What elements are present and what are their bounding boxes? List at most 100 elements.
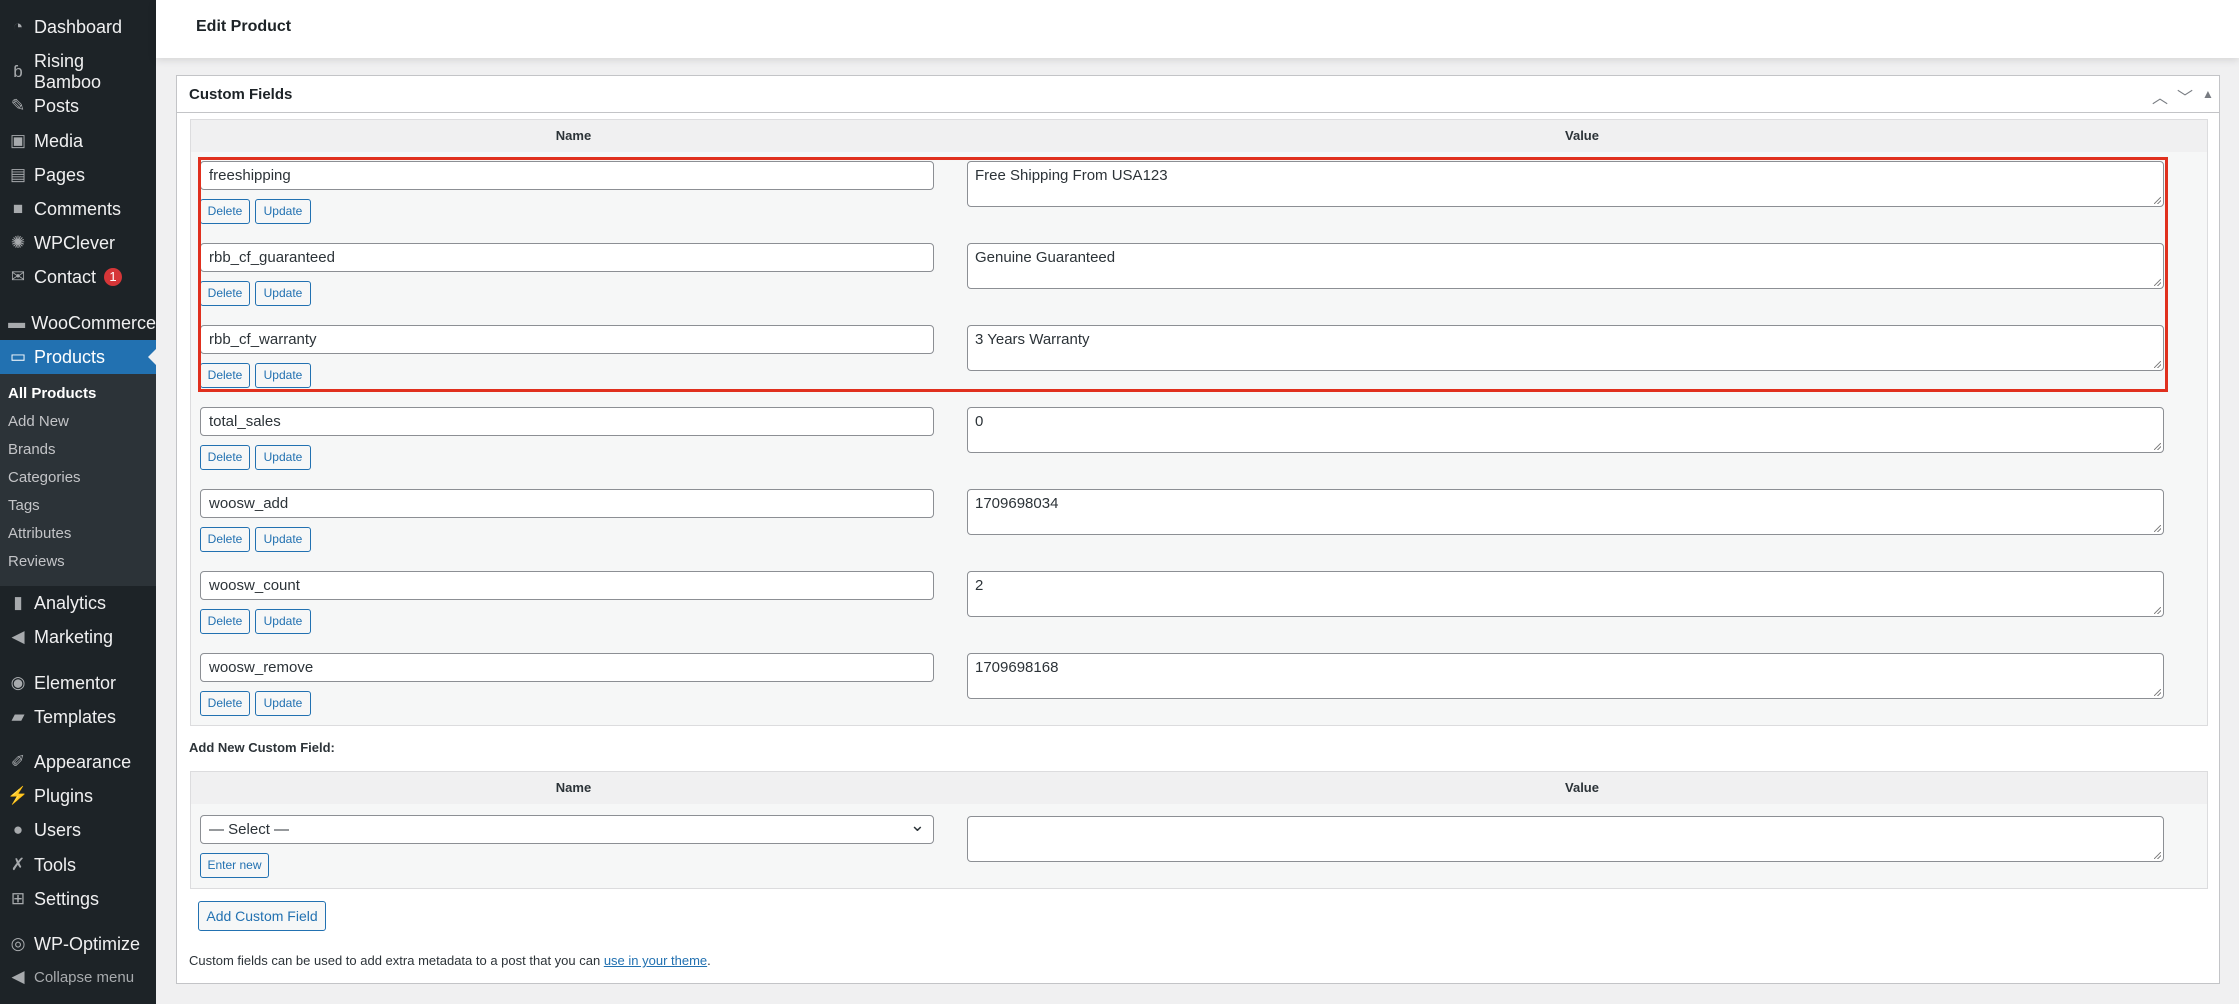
brush-icon: ✐ — [10, 752, 26, 771]
sidebar-item-wp-optimize[interactable]: ◎ WP-Optimize — [0, 927, 156, 961]
sidebar-item-label: WP-Optimize — [34, 933, 141, 954]
sidebar-item-elementor[interactable]: ◉ Elementor — [0, 666, 156, 700]
name-column-header: Name — [555, 128, 592, 143]
meta-key-input[interactable]: rbb_cf_warranty — [200, 325, 934, 354]
note-end: . — [707, 953, 711, 968]
meta-value-textarea[interactable]: 1709698034 — [967, 489, 2164, 535]
notification-badge: 1 — [104, 268, 123, 286]
wpclever-icon: ✺ — [10, 233, 26, 252]
value-column-header: Value — [1565, 780, 1599, 795]
submenu-item-brands[interactable]: Brands — [8, 441, 56, 458]
meta-key-input[interactable]: rbb_cf_guaranteed — [200, 243, 934, 272]
sidebar-item-label: Comments — [34, 198, 122, 219]
sidebar-item-tools[interactable]: ✗ Tools — [0, 848, 156, 882]
folder-icon: ▰ — [11, 707, 25, 726]
woo-icon: ▬ — [8, 313, 26, 332]
new-value-textarea[interactable] — [967, 816, 2164, 862]
custom-fields-table: Name Value freeshipping Delete Update Free … — [190, 119, 2208, 726]
enter-new-button[interactable]: Enter new — [200, 853, 269, 878]
sidebar-item-label: Users — [34, 819, 82, 840]
update-button[interactable]: Update — [255, 609, 311, 634]
mail-icon: ✉ — [10, 267, 26, 286]
meta-key-select[interactable]: — Select — — [200, 812, 934, 844]
sidebar-item-label: Pages — [34, 164, 86, 185]
meta-value-textarea[interactable]: 2 — [967, 571, 2164, 617]
meta-key-input[interactable]: total_sales — [200, 407, 934, 436]
sidebar-item-users[interactable]: ● Users — [0, 813, 156, 847]
meta-key-input[interactable]: freeshipping — [200, 161, 934, 190]
update-button[interactable]: Update — [255, 527, 311, 552]
add-custom-field-button[interactable]: Add Custom Field — [198, 901, 326, 931]
submenu-item-reviews[interactable]: Reviews — [8, 553, 65, 570]
sidebar-item-marketing[interactable]: ◀ Marketing — [0, 620, 156, 654]
sidebar-item-plugins[interactable]: ⚡ Plugins — [0, 779, 156, 813]
move-down-icon[interactable]: ﹀ — [2177, 90, 2194, 107]
delete-button[interactable]: Delete — [200, 445, 250, 470]
sidebar-item-collapse-menu[interactable]: ◀ Collapse menu — [0, 960, 156, 994]
box-header: Custom Fields ︿ ﹀ ▲ — [177, 76, 2219, 113]
submenu-item-all-products[interactable]: All Products — [8, 385, 97, 402]
bar-chart-icon: ▮ — [13, 593, 23, 612]
sidebar-item-templates[interactable]: ▰ Templates — [0, 700, 156, 734]
sidebar-item-label: Tools — [34, 854, 77, 875]
table-header — [191, 772, 2207, 804]
sidebar-item-media[interactable]: ▣ Media — [0, 124, 156, 158]
delete-button[interactable]: Delete — [200, 281, 250, 306]
meta-key-input[interactable]: woosw_count — [200, 571, 934, 600]
sidebar-item-wpclever[interactable]: ✺ WPClever — [0, 226, 156, 260]
megaphone-icon: ◀ — [11, 627, 25, 646]
sidebar-item-rising-bamboo[interactable]: ɓ Rising Bamboo — [0, 51, 156, 92]
sidebar-item-label: WooCommerce — [31, 312, 156, 333]
sidebar-item-posts[interactable]: ✎ Posts — [0, 89, 156, 123]
use-in-theme-link[interactable]: use in your theme — [603, 953, 708, 968]
submenu-item-tags[interactable]: Tags — [8, 497, 40, 514]
elementor-icon: ◉ — [10, 673, 26, 692]
meta-value-textarea[interactable]: Free Shipping From USA123 — [967, 161, 2164, 207]
rising-bamboo-icon: ɓ — [13, 62, 23, 81]
submenu-item-add-new[interactable]: Add New — [8, 413, 69, 430]
move-up-icon[interactable]: ︿ — [2152, 90, 2169, 107]
sidebar-item-label: Collapse menu — [34, 968, 135, 986]
sidebar-item-analytics[interactable]: ▮ Analytics — [0, 586, 156, 620]
sidebar-item-label: Media — [34, 130, 84, 151]
meta-value-textarea[interactable]: 3 Years Warranty — [967, 325, 2164, 371]
archive-icon: ▭ — [9, 347, 27, 366]
update-button[interactable]: Update — [255, 445, 311, 470]
update-button[interactable]: Update — [255, 691, 311, 716]
sidebar-item-appearance[interactable]: ✐ Appearance — [0, 745, 156, 779]
collapse-toggle-icon[interactable]: ▲ — [2202, 87, 2214, 101]
sidebar-item-woocommerce[interactable]: ▬ WooCommerce — [0, 306, 156, 340]
sidebar-item-contact[interactable]: ✉ Contact 1 — [0, 260, 156, 294]
delete-button[interactable]: Delete — [200, 609, 250, 634]
meta-key-input[interactable]: woosw_remove — [200, 653, 934, 682]
sidebar-item-dashboard[interactable]: ◔ Dashboard — [0, 10, 156, 44]
sidebar-item-label: Posts — [34, 95, 80, 116]
wrench-icon: ✗ — [10, 855, 26, 874]
update-button[interactable]: Update — [255, 363, 311, 388]
delete-button[interactable]: Delete — [200, 527, 250, 552]
sidebar-item-products[interactable]: ▭ Products — [0, 340, 156, 374]
sidebar-item-label: Marketing — [34, 626, 114, 647]
update-button[interactable]: Update — [255, 199, 311, 224]
user-icon: ● — [12, 820, 24, 839]
delete-button[interactable]: Delete — [200, 199, 250, 224]
select-value: — Select — — [209, 821, 290, 838]
meta-key-input[interactable]: woosw_add — [200, 489, 934, 518]
custom-fields-box: Custom Fields ︿ ﹀ ▲ Name Value freeshipp… — [176, 75, 2220, 984]
products-submenu: All Products Add New Brands Categories Tags A… — [0, 373, 156, 586]
sidebar-item-pages[interactable]: ▤ Pages — [0, 158, 156, 192]
sidebar-item-label: Dashboard — [34, 16, 123, 37]
sidebar-item-settings[interactable]: ⊞ Settings — [0, 882, 156, 916]
table-header — [191, 120, 2207, 152]
sidebar-item-comments[interactable]: ■ Comments — [0, 192, 156, 226]
delete-button[interactable]: Delete — [200, 691, 250, 716]
meta-value-textarea[interactable]: 0 — [967, 407, 2164, 453]
update-button[interactable]: Update — [255, 281, 311, 306]
meta-value-textarea[interactable]: 1709698168 — [967, 653, 2164, 699]
delete-button[interactable]: Delete — [200, 363, 250, 388]
submenu-item-categories[interactable]: Categories — [8, 469, 81, 486]
meta-value-textarea[interactable]: Genuine Guaranteed — [967, 243, 2164, 289]
sidebar-item-label: Appearance — [34, 751, 132, 772]
box-title: Custom Fields — [189, 86, 293, 103]
submenu-item-attributes[interactable]: Attributes — [8, 525, 72, 542]
